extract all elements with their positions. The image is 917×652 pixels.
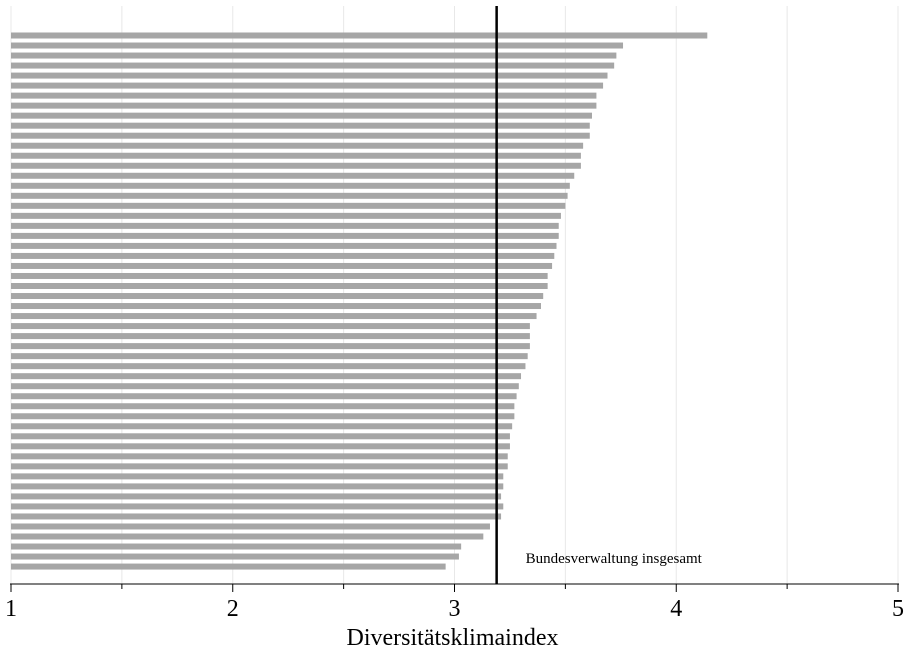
bar	[11, 393, 517, 400]
bar	[11, 293, 544, 300]
bar	[11, 52, 617, 59]
x-tick-label: 2	[227, 596, 239, 622]
bar	[11, 543, 462, 550]
bar	[11, 283, 548, 289]
bar	[11, 132, 590, 139]
bar	[11, 483, 504, 490]
x-tick-label: 1	[5, 596, 17, 622]
reference-line-label: Bundesverwaltung insgesamt	[526, 551, 703, 567]
bar	[11, 142, 584, 149]
bar	[11, 463, 508, 470]
bar	[11, 252, 555, 259]
bar	[11, 443, 510, 450]
bar	[11, 553, 459, 560]
bar	[11, 242, 557, 249]
bar	[11, 232, 559, 239]
bar	[11, 503, 504, 510]
bar	[11, 212, 561, 219]
bar	[11, 303, 541, 310]
bar	[11, 413, 515, 420]
bar	[11, 162, 581, 169]
bar	[11, 313, 537, 320]
bar	[11, 523, 490, 530]
bar	[11, 72, 608, 79]
bar	[11, 62, 615, 69]
bar	[11, 32, 708, 39]
bar	[11, 102, 597, 109]
bar	[11, 182, 570, 189]
bars-group	[11, 32, 708, 570]
bar	[11, 323, 530, 330]
bar	[11, 533, 484, 540]
x-tick-label: 4	[670, 596, 682, 622]
bar	[11, 42, 624, 49]
bar	[11, 373, 522, 380]
bar	[11, 353, 528, 360]
x-tick-label: 3	[449, 596, 461, 622]
bar	[11, 493, 502, 500]
x-axis-title: Diversitätsklimaindex	[347, 625, 559, 651]
bar	[11, 172, 575, 179]
bar	[11, 262, 553, 269]
bar	[11, 433, 510, 440]
bar	[11, 343, 530, 350]
bar	[11, 563, 446, 570]
x-axis-ticks: 1 2 3 4 5	[5, 584, 904, 622]
bar	[11, 363, 526, 370]
bar	[11, 453, 508, 460]
bar	[11, 423, 513, 430]
bar	[11, 192, 568, 199]
bar	[11, 152, 581, 159]
bar	[11, 473, 504, 480]
x-tick-label: 5	[892, 596, 904, 622]
bar	[11, 383, 519, 390]
bar	[11, 222, 559, 229]
bar	[11, 202, 566, 209]
bar	[11, 82, 604, 89]
bar	[11, 122, 590, 129]
bar	[11, 112, 592, 119]
bar	[11, 92, 597, 99]
bar	[11, 403, 515, 410]
bar	[11, 333, 530, 340]
bar	[11, 513, 502, 520]
bar	[11, 272, 548, 279]
